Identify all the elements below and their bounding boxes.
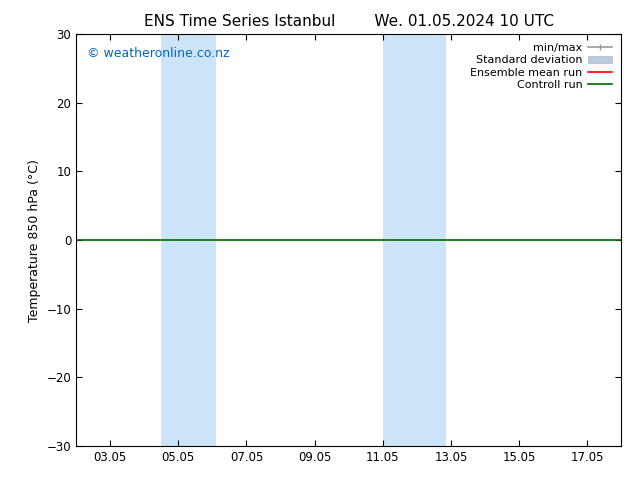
Bar [383,34,446,446]
Title: ENS Time Series Istanbul        We. 01.05.2024 10 UTC: ENS Time Series Istanbul We. 01.05.2024 … [144,14,553,29]
Text: © weatheronline.co.nz: © weatheronline.co.nz [87,47,230,60]
Bar [161,34,216,446]
Y-axis label: Temperature 850 hPa (°C): Temperature 850 hPa (°C) [28,159,41,321]
Legend: min/max, Standard deviation, Ensemble mean run, Controll run: min/max, Standard deviation, Ensemble me… [467,40,616,93]
